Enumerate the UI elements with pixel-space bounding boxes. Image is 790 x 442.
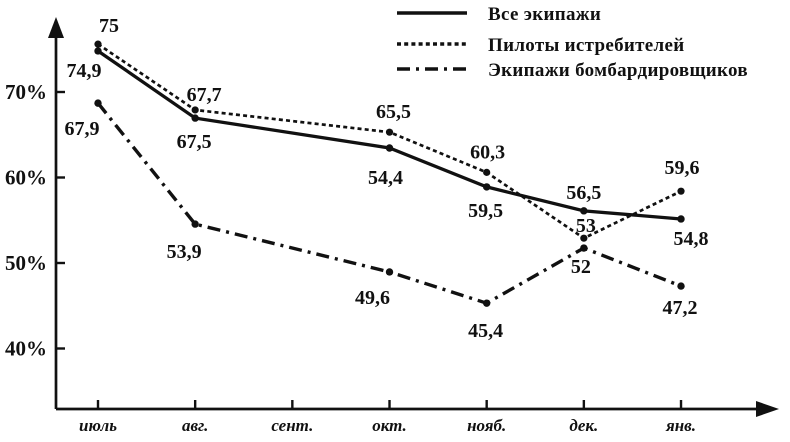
x-axis-arrow-icon — [756, 401, 779, 417]
series-marker-bomber-crews — [191, 220, 199, 228]
series-marker-bomber-crews — [580, 244, 588, 252]
series-marker-bomber-crews — [677, 282, 685, 290]
series-marker-all-crews — [677, 215, 685, 223]
y-axis-tick-label: 60% — [5, 166, 47, 190]
x-axis-label-1: авг. — [182, 416, 208, 435]
data-label-fighter-pilots: 75 — [99, 15, 119, 37]
data-label-bomber-crews: 47,2 — [663, 297, 698, 319]
x-axis-label-3: окт. — [372, 416, 407, 435]
series-marker-fighter-pilots — [191, 106, 199, 114]
legend-label-fighter-pilots: Пилоты истребителей — [488, 35, 684, 56]
data-label-fighter-pilots: 59,6 — [665, 157, 700, 179]
legend-label-bomber-crews: Экипажи бомбардировщиков — [488, 60, 748, 81]
series-marker-all-crews — [385, 144, 394, 152]
series-marker-all-crews — [191, 114, 199, 122]
data-label-bomber-crews: 52 — [571, 256, 591, 278]
series-marker-fighter-pilots — [580, 234, 588, 242]
data-label-all-crews: 56,5 — [566, 182, 601, 204]
series-marker-all-crews — [94, 47, 102, 55]
x-axis-label-4: нояб. — [467, 416, 506, 435]
legend-label-all-crews: Все экипажи — [488, 4, 601, 25]
x-axis-label-2: сент. — [271, 416, 313, 435]
series-marker-fighter-pilots — [385, 128, 394, 136]
data-label-bomber-crews: 45,4 — [468, 320, 503, 342]
data-label-bomber-crews: 53,9 — [167, 241, 202, 263]
x-axis-label-0: июль — [79, 416, 117, 435]
data-label-all-crews: 67,5 — [177, 131, 212, 153]
x-axis-label-6: янв. — [665, 416, 696, 435]
data-label-all-crews: 54,4 — [368, 167, 403, 189]
y-axis-arrow-icon — [48, 17, 64, 38]
series-marker-all-crews — [482, 183, 491, 191]
series-marker-all-crews — [580, 207, 588, 215]
series-marker-fighter-pilots — [483, 168, 491, 176]
y-axis-tick-label: 40% — [5, 337, 47, 361]
y-axis-tick-label: 70% — [5, 80, 47, 104]
data-label-fighter-pilots: 67,7 — [187, 84, 222, 106]
data-label-all-crews: 59,5 — [468, 200, 503, 222]
data-label-fighter-pilots: 60,3 — [470, 141, 505, 163]
series-marker-fighter-pilots — [94, 40, 102, 48]
data-label-bomber-crews: 49,6 — [355, 287, 390, 309]
series-marker-fighter-pilots — [677, 187, 685, 195]
series-line-all-crews — [97, 49, 682, 221]
data-label-all-crews: 54,8 — [674, 228, 709, 250]
data-label-bomber-crews: 67,9 — [65, 118, 100, 140]
series-marker-bomber-crews — [94, 99, 102, 107]
series-marker-bomber-crews — [385, 268, 394, 276]
y-axis-tick-label: 50% — [5, 251, 47, 275]
series-marker-bomber-crews — [482, 299, 491, 307]
data-label-all-crews: 74,9 — [67, 60, 102, 82]
data-label-fighter-pilots: 53 — [576, 215, 596, 237]
data-label-fighter-pilots: 65,5 — [376, 101, 411, 123]
x-axis-label-5: дек. — [569, 416, 598, 435]
